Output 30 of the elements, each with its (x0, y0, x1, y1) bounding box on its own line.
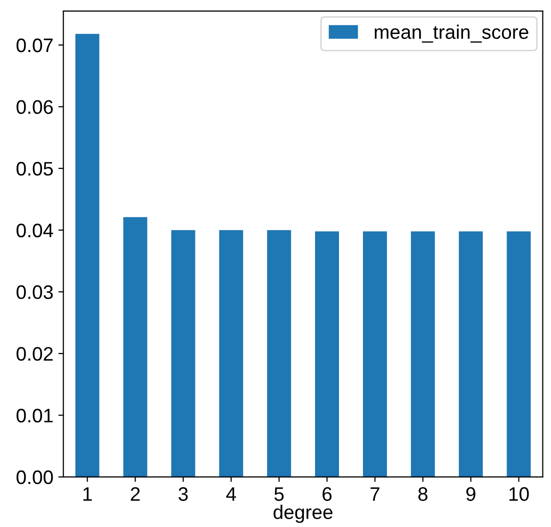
bar (506, 231, 531, 477)
x-tick-label: 3 (178, 487, 188, 501)
y-tick-label: 0.02 (16, 346, 53, 361)
y-tick-label: 0.06 (16, 100, 53, 114)
x-tick-label: 9 (466, 487, 476, 501)
x-tick-label: 7 (370, 487, 380, 501)
bar (315, 231, 340, 477)
bar (219, 230, 244, 477)
legend-label: mean_train_score (374, 24, 528, 43)
x-tick-label: 8 (418, 487, 428, 501)
x-axis-title: degree (274, 504, 332, 523)
x-tick-label: 4 (226, 487, 236, 501)
y-tick-label: 0.04 (16, 224, 54, 238)
bar (75, 34, 100, 477)
bar (171, 230, 196, 477)
bar (410, 231, 435, 477)
y-tick-label: 0.03 (16, 285, 53, 300)
x-tick-label: 5 (274, 487, 284, 501)
bar (458, 231, 483, 477)
y-tick-label: 0.07 (16, 38, 53, 52)
bar (362, 231, 387, 477)
x-tick-label: 10 (509, 487, 529, 501)
y-tick-label: 0.00 (16, 470, 53, 484)
bar (123, 217, 148, 477)
y-tick-label: 0.05 (16, 162, 53, 176)
x-tick-label: 6 (322, 487, 332, 501)
x-tick-label: 2 (130, 487, 140, 501)
x-tick-label: 1 (83, 487, 92, 501)
y-tick-label: 0.01 (16, 408, 53, 422)
bar (267, 230, 292, 477)
